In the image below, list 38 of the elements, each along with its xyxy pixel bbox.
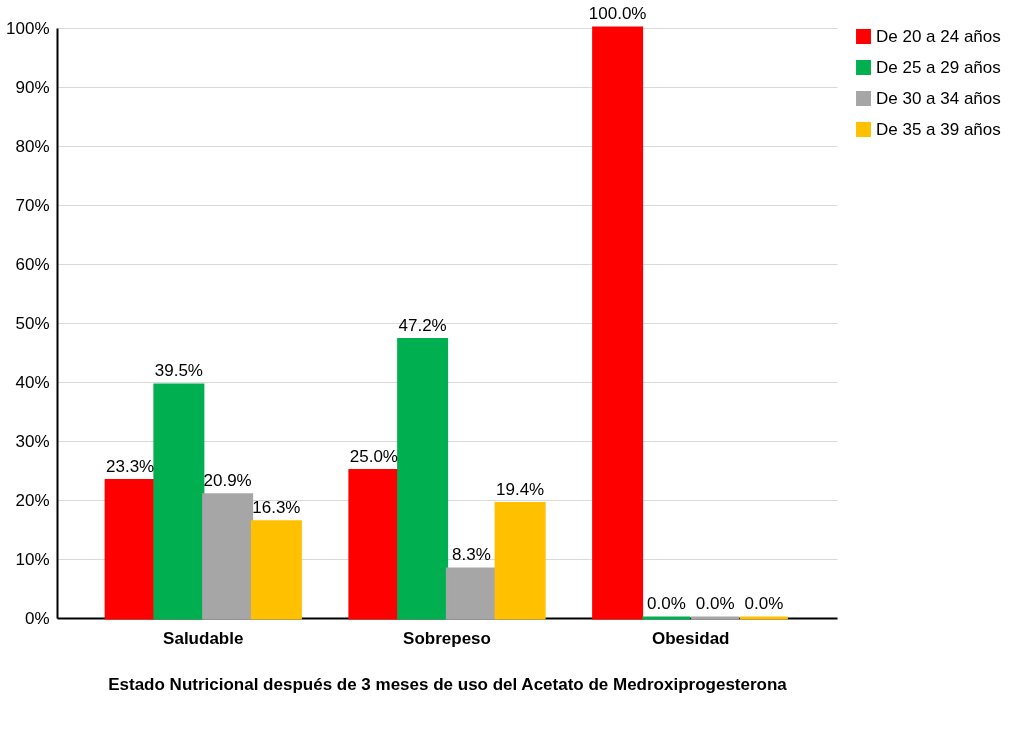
y-tick-label: 40% bbox=[15, 372, 50, 392]
data-label: 0.0% bbox=[744, 594, 784, 613]
data-label: 39.5% bbox=[154, 360, 203, 380]
bar bbox=[397, 338, 449, 620]
bar bbox=[202, 493, 254, 620]
y-tick-label: 70% bbox=[15, 195, 50, 215]
y-tick-label: 30% bbox=[15, 431, 50, 451]
data-label: 20.9% bbox=[203, 470, 252, 490]
data-label: 8.3% bbox=[452, 545, 491, 565]
legend-label: De 35 a 39 años bbox=[876, 119, 1001, 139]
data-label: 16.3% bbox=[252, 497, 301, 517]
data-label: 0.0% bbox=[647, 594, 686, 613]
y-tick-label: 0% bbox=[24, 608, 50, 628]
y-tick-label: 50% bbox=[15, 313, 50, 333]
data-label: 100.0% bbox=[588, 4, 647, 23]
y-tick-label: 100% bbox=[6, 18, 50, 38]
y-tick-label: 60% bbox=[15, 254, 50, 274]
bar bbox=[445, 567, 497, 620]
x-tick-label: Sobrepeso bbox=[403, 628, 491, 648]
legend-label: De 30 a 34 años bbox=[876, 88, 1001, 108]
bar bbox=[153, 383, 205, 620]
y-tick-label: 20% bbox=[15, 490, 50, 510]
y-tick-label: 90% bbox=[15, 77, 50, 97]
data-label: 47.2% bbox=[398, 315, 447, 335]
y-tick-label: 10% bbox=[15, 549, 50, 569]
data-label: 0.0% bbox=[695, 594, 735, 613]
legend-label: De 25 a 29 años bbox=[876, 57, 1001, 77]
x-axis-title: Estado Nutricional después de 3 meses de uso del Acetato de Medroxiprogesterona bbox=[108, 674, 788, 694]
x-tick-label: Obesidad bbox=[652, 628, 730, 648]
data-label: 19.4% bbox=[496, 479, 545, 499]
x-tick-label: Saludable bbox=[163, 628, 244, 648]
y-tick-label: 80% bbox=[15, 136, 50, 156]
bar bbox=[348, 469, 400, 620]
bar bbox=[592, 26, 644, 620]
bar bbox=[250, 520, 302, 620]
bar bbox=[104, 479, 156, 620]
bar bbox=[494, 502, 546, 620]
legend-label: De 20 a 24 años bbox=[876, 26, 1001, 46]
